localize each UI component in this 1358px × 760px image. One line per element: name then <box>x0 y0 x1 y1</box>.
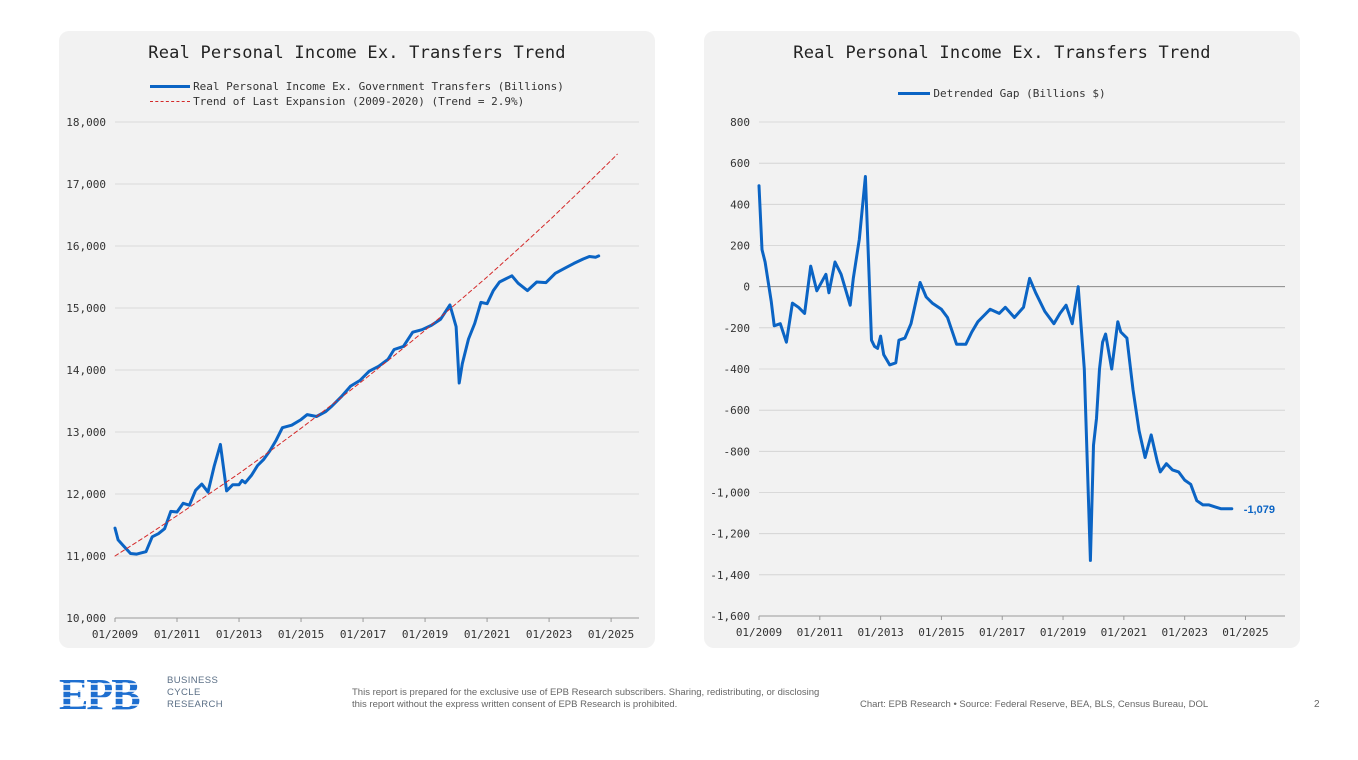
logo-line: CYCLE <box>167 687 201 698</box>
legend-label: Real Personal Income Ex. Government Tran… <box>193 80 564 93</box>
legend-label: Detrended Gap (Billions $) <box>933 87 1106 100</box>
y-tick-label: -1,400 <box>710 569 750 582</box>
legend-item-trend: Trend of Last Expansion (2009-2020) (Tre… <box>150 95 564 108</box>
y-tick-label: -400 <box>724 363 751 376</box>
y-tick-label: -800 <box>724 445 751 458</box>
y-tick-label: 16,000 <box>66 240 106 253</box>
x-tick-label: 01/2015 <box>278 628 324 641</box>
x-tick-label: 01/2021 <box>1101 626 1147 639</box>
x-tick-label: 01/2017 <box>979 626 1025 639</box>
y-tick-label: 15,000 <box>66 302 106 315</box>
logo-wordmark: BUSINESS CYCLE RESEARCH <box>167 675 223 711</box>
logo-letters: EPB <box>59 674 140 712</box>
x-tick-label: 01/2009 <box>736 626 782 639</box>
series-line-1 <box>757 175 1234 562</box>
chart-title: Real Personal Income Ex. Transfers Trend <box>793 43 1211 63</box>
x-tick-label: 01/2011 <box>154 628 200 641</box>
logo-line: BUSINESS <box>167 675 219 686</box>
chart-panel-right: Real Personal Income Ex. Transfers Trend… <box>704 31 1300 648</box>
x-tick-label: 01/2021 <box>464 628 510 641</box>
x-tick-label: 01/2017 <box>340 628 386 641</box>
y-tick-label: 600 <box>730 157 750 170</box>
chart-panel-left: Real Personal Income Ex. Transfers Trend… <box>59 31 655 648</box>
x-tick-label: 01/2013 <box>216 628 262 641</box>
x-tick-label: 01/2019 <box>402 628 448 641</box>
x-tick-label: 01/2025 <box>1222 626 1268 639</box>
end-value-label: -1,079 <box>1244 504 1275 516</box>
legend-item-gap: Detrended Gap (Billions $) <box>898 87 1106 100</box>
x-tick-label: 01/2023 <box>1161 626 1207 639</box>
series-line-2 <box>114 153 618 557</box>
x-tick-label: 01/2013 <box>857 626 903 639</box>
disclaimer-text: This report is prepared for the exclusiv… <box>352 687 820 710</box>
chart-legend: Real Personal Income Ex. Government Tran… <box>59 80 655 108</box>
y-tick-label: -200 <box>724 322 751 335</box>
legend-swatch-dashed <box>150 101 191 102</box>
page-number: 2 <box>1314 699 1320 710</box>
x-tick-label: 01/2011 <box>797 626 843 639</box>
y-tick-label: 14,000 <box>66 364 106 377</box>
y-tick-label: -1,600 <box>710 610 750 623</box>
y-tick-label: 17,000 <box>66 178 106 191</box>
y-tick-label: 11,000 <box>66 550 106 563</box>
chart-title: Real Personal Income Ex. Transfers Trend <box>148 43 566 63</box>
legend-item-income: Real Personal Income Ex. Government Tran… <box>150 80 564 93</box>
line-chart-income: 10,000 11,000 12,000 13,000 14,000 15,000 16,0… <box>66 116 639 641</box>
y-tick-label: -600 <box>724 404 751 417</box>
y-tick-label: 400 <box>730 198 750 211</box>
y-tick-label: 800 <box>730 116 750 129</box>
series-line-1 <box>113 254 601 556</box>
y-tick-label: -1,200 <box>710 528 750 541</box>
y-tick-label: 13,000 <box>66 426 106 439</box>
epb-logo: EPB <box>59 674 159 712</box>
chart-legend: Detrended Gap (Billions $) <box>704 87 1300 100</box>
y-tick-label: 12,000 <box>66 488 106 501</box>
x-tick-label: 01/2019 <box>1040 626 1086 639</box>
y-tick-label: 200 <box>730 240 750 253</box>
logo-line: RESEARCH <box>167 699 223 710</box>
y-tick-label: 18,000 <box>66 116 106 129</box>
x-tick-label: 01/2023 <box>526 628 572 641</box>
y-tick-label: -1,000 <box>710 487 750 500</box>
source-note: Chart: EPB Research • Source: Federal Re… <box>860 699 1209 710</box>
legend-swatch-solid <box>898 92 931 95</box>
y-tick-label: 10,000 <box>66 612 106 625</box>
x-tick-label: 01/2009 <box>92 628 138 641</box>
legend-label: Trend of Last Expansion (2009-2020) (Tre… <box>193 95 525 108</box>
line-chart-gap: -1,600 -1,400 -1,200 -1,000 -800 -600 -400 -200… <box>710 116 1285 639</box>
y-tick-label: 0 <box>743 281 750 294</box>
legend-swatch-solid <box>150 85 191 88</box>
x-tick-label: 01/2015 <box>918 626 964 639</box>
x-tick-label: 01/2025 <box>588 628 634 641</box>
